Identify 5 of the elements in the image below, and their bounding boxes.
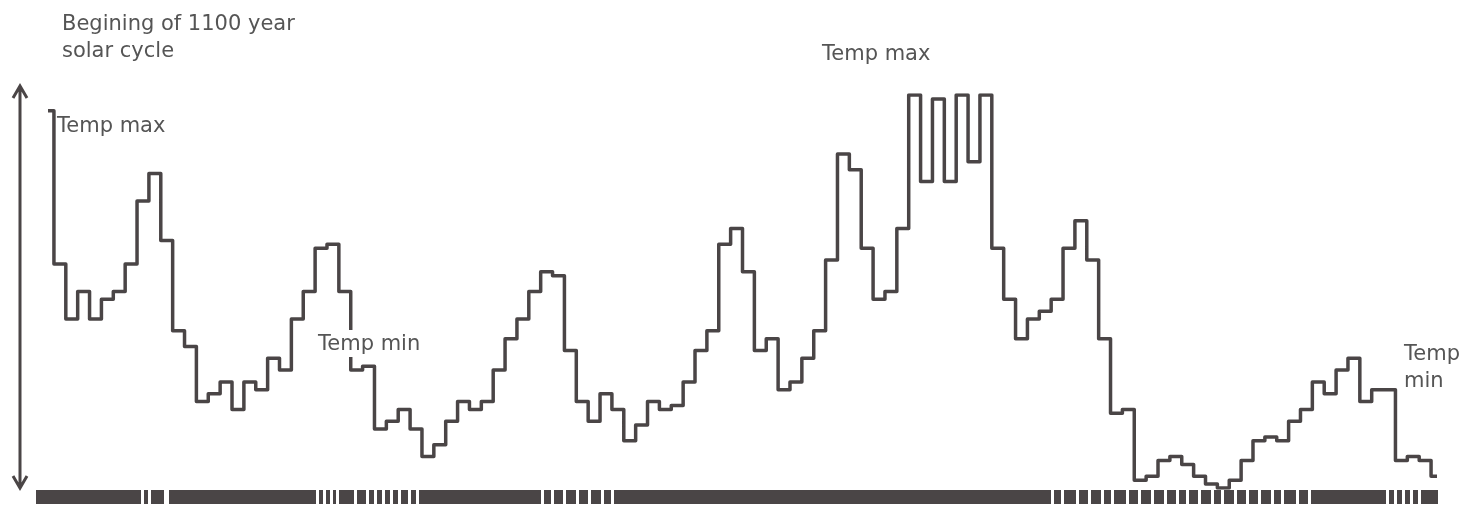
- annotation: Temp min: [318, 330, 430, 357]
- text: Temp max: [822, 40, 982, 67]
- text: Begining of 1100 year solar cycle: [62, 10, 352, 64]
- annotation: Temp max: [57, 112, 217, 139]
- annotation: Temp min: [1404, 340, 1464, 394]
